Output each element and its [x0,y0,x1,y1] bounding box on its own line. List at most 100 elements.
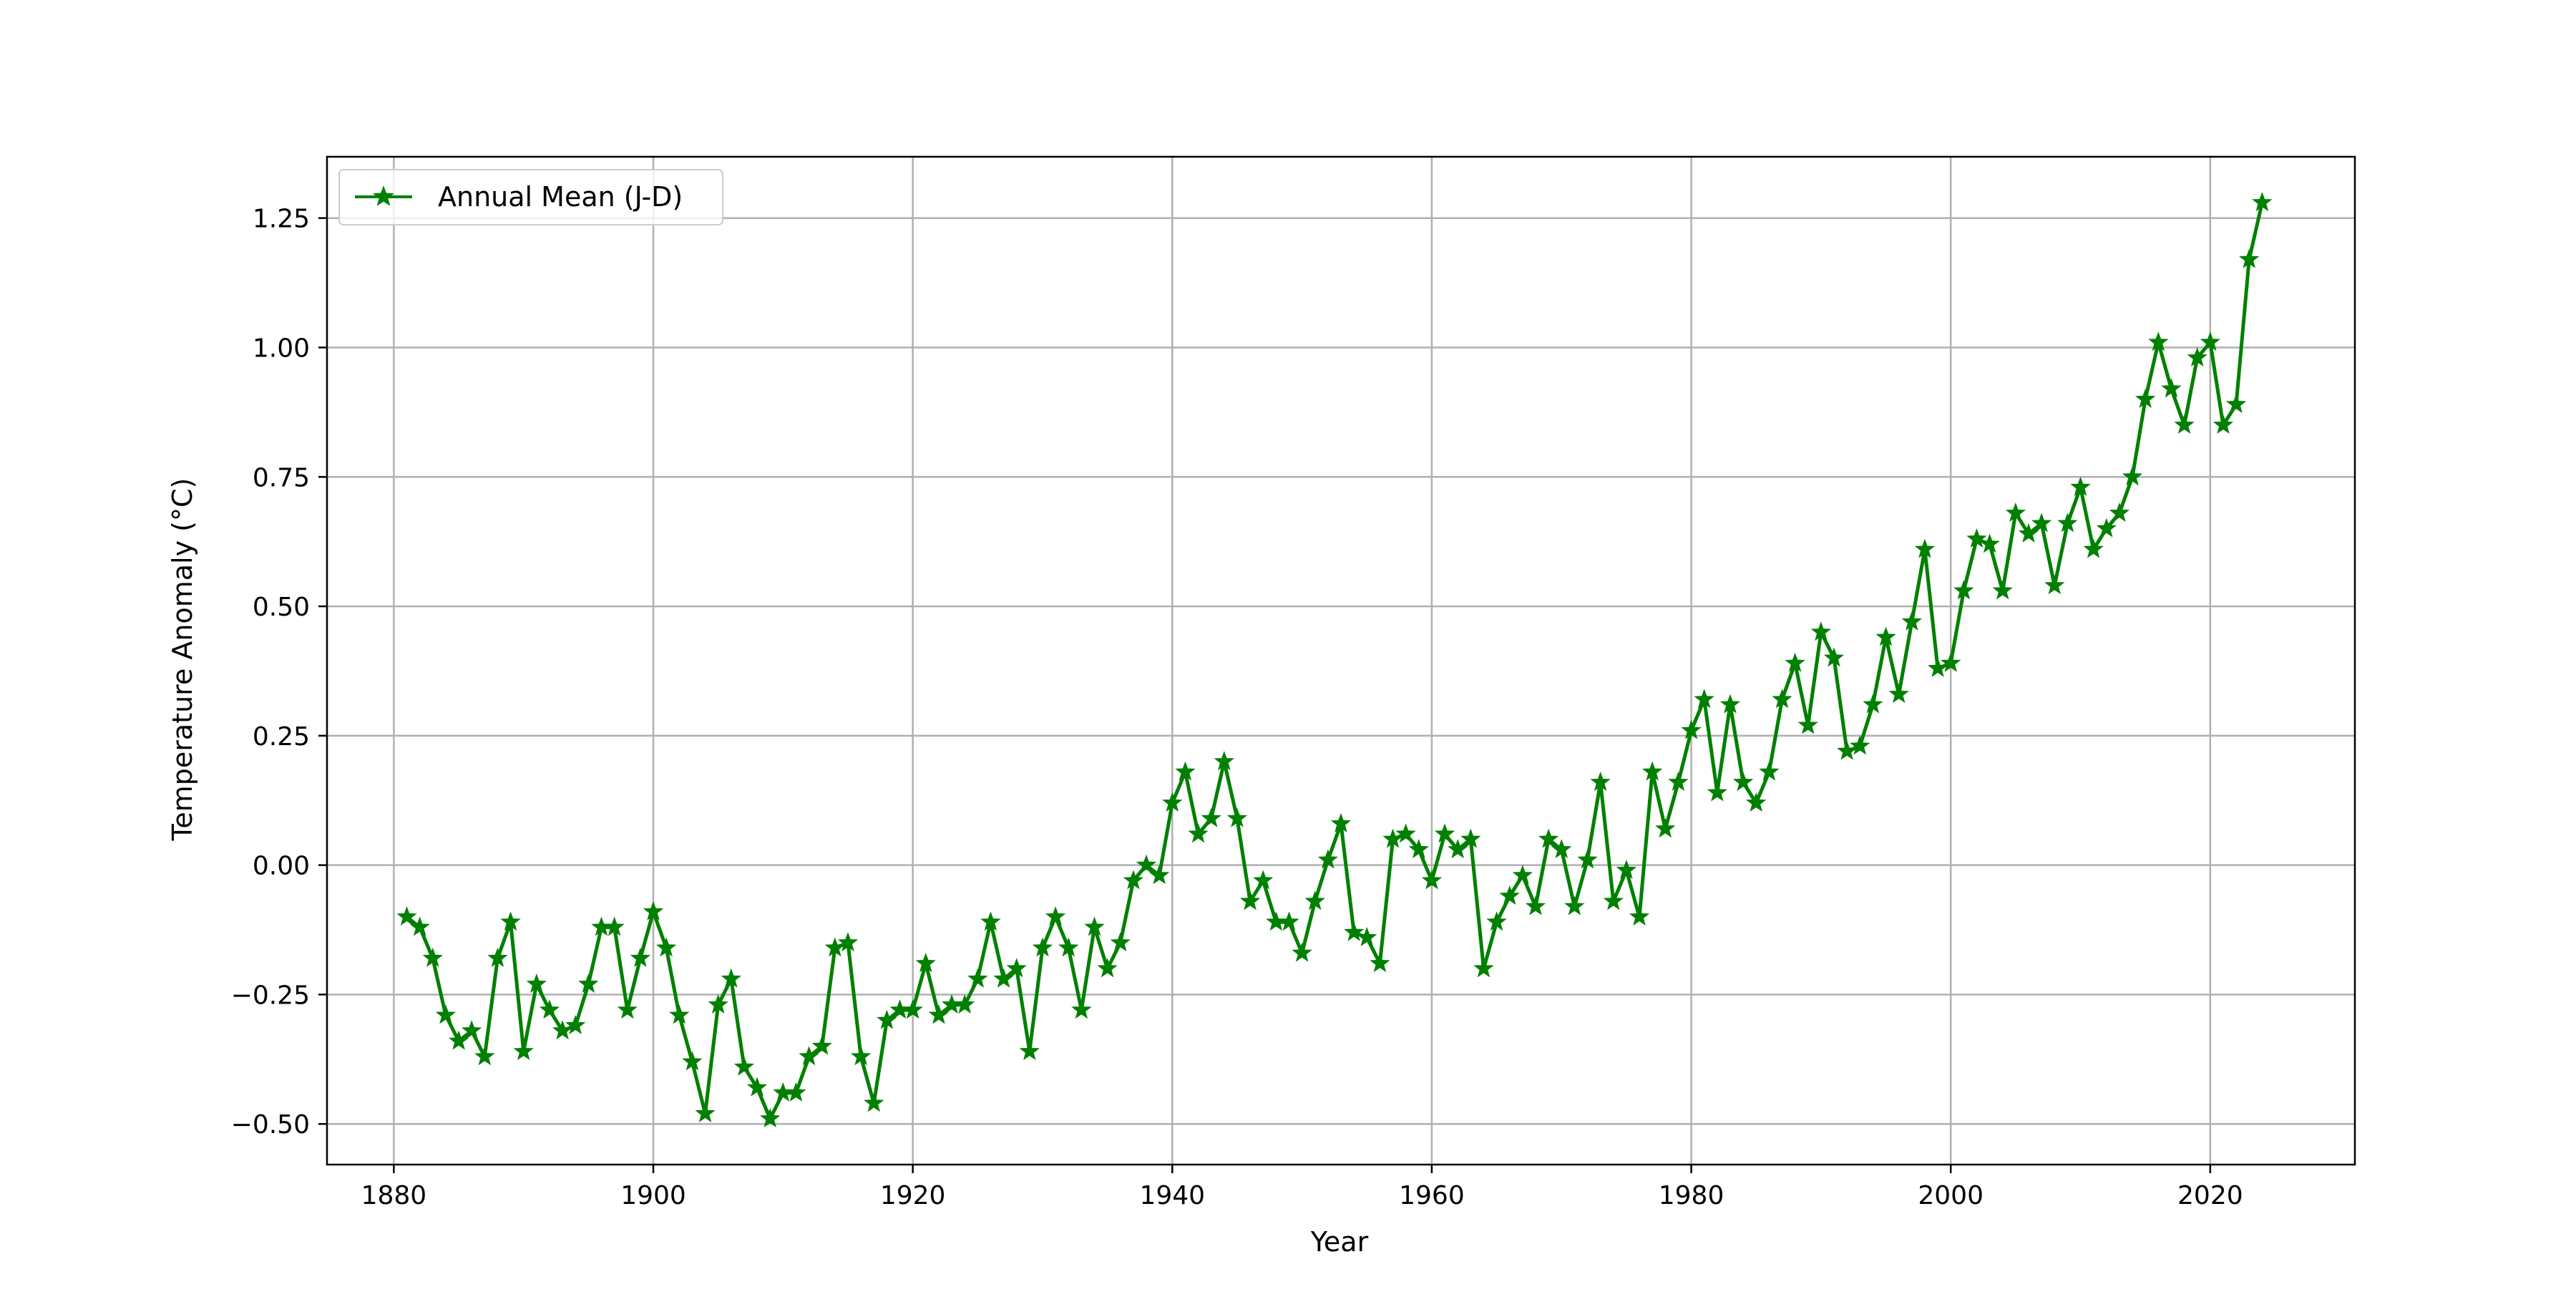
y-axis-label: Temperature Anomaly (°C) [167,478,198,842]
data-point-marker [928,1004,950,1024]
data-point-marker [993,968,1014,988]
data-point-marker [915,953,936,973]
data-point-marker [1577,849,1598,869]
data-point-marker [1434,823,1455,843]
plot-frame [326,155,2356,1166]
data-point-marker [1772,689,1792,709]
data-point-marker [850,1046,872,1066]
data-point-marker [1317,849,1339,869]
data-point-marker [967,968,988,988]
data-point-marker [1395,823,1416,843]
data-point-marker [877,1009,897,1029]
data-point-marker [2044,575,2065,595]
y-tick-label: 1.00 [253,334,310,363]
y-tick-label: 0.00 [253,852,310,881]
data-point-marker [513,1041,534,1061]
x-tick-label: 1980 [1659,1181,1724,1210]
data-point-marker [1759,761,1780,781]
data-point-marker [1084,916,1105,936]
data-point-marker [1525,895,1546,915]
data-point-marker [1473,958,1494,978]
data-point-marker [760,1108,781,1128]
data-point-marker [578,973,599,994]
data-point-marker [1097,958,1118,978]
data-point-marker [1863,694,1883,714]
data-point-marker [2225,394,2247,414]
data-point-marker [1175,761,1196,781]
data-point-marker [682,1051,703,1071]
data-point-marker [1681,719,1702,739]
data-point-marker [2057,513,2078,533]
y-axis-ticks: −0.50 −0.25 0.00 0.25 0.50 0.75 1.00 1.25 [231,205,327,1140]
data-point-marker [864,1092,884,1112]
data-point-marker [1655,818,1676,838]
data-point-marker [1953,580,1974,600]
data-point-marker [1823,647,1845,667]
data-point-marker [1304,890,1325,910]
data-point-marker [565,1014,586,1034]
x-tick-label: 1960 [1399,1181,1465,1210]
data-point-marker [474,1046,495,1066]
data-point-marker [487,947,508,967]
data-point-marker [1616,859,1637,879]
data-point-marker [837,932,859,952]
data-point-marker [630,947,651,967]
data-point-marker [1538,828,1559,848]
y-tick-label: 0.75 [253,463,310,492]
data-point-marker [2212,414,2234,434]
data-point-marker [2148,331,2169,351]
data-point-marker [980,911,1001,931]
data-point-marker [2005,502,2026,522]
data-point-marker [2122,466,2143,486]
data-point-marker [955,994,975,1014]
x-tick-label: 1940 [1139,1181,1205,1210]
data-point-marker [2174,414,2195,434]
data-point-marker [2031,513,2052,533]
data-point-marker [448,1030,469,1050]
data-point-marker [1292,942,1312,962]
data-point-marker [1006,958,1027,978]
data-point-marker [1421,870,1443,890]
data-point-marker [409,916,430,936]
data-point-marker [1850,735,1870,755]
data-point-marker [604,916,625,936]
legend: Annual Mean (J-D) [338,169,723,225]
data-point-marker [500,911,521,931]
y-tick-label: 0.25 [253,722,310,752]
data-point-marker [695,1102,716,1122]
data-point-marker [811,1035,832,1055]
data-point-marker [733,1056,755,1076]
data-point-marker [786,1082,806,1102]
data-point-marker [1330,812,1352,832]
data-point-marker [1927,657,1948,677]
data-point-marker [1408,839,1429,858]
data-point-marker [1201,807,1221,827]
data-point-marker [1719,694,1741,714]
data-point-marker [643,900,664,921]
data-point-marker [2135,388,2156,408]
data-point-marker [539,999,560,1019]
data-point-marker [617,999,638,1019]
data-point-marker [1901,611,1922,631]
data-point-marker [1590,772,1611,791]
data-point-marker [435,1004,457,1024]
data-point-marker [2200,331,2220,351]
data-point-marker [462,1020,482,1040]
data-point-marker [1810,621,1832,641]
legend-box [338,169,723,225]
data-point-marker [2083,538,2104,558]
data-point-marker [1732,772,1754,791]
data-point-marker [1382,828,1403,848]
data-point-marker [1941,652,1961,672]
data-point-marker [1032,937,1053,957]
data-point-marker [526,973,547,994]
data-point-marker [396,906,417,926]
data-point-marker [721,968,741,988]
data-point-marker [1162,792,1183,812]
data-point-marker [552,1020,573,1040]
data-point-marker [2161,378,2182,398]
data-point-marker [1979,533,2000,553]
data-point-marker [1253,870,1274,890]
data-point-marker [2187,347,2207,366]
x-tick-label: 2000 [1918,1181,1984,1210]
